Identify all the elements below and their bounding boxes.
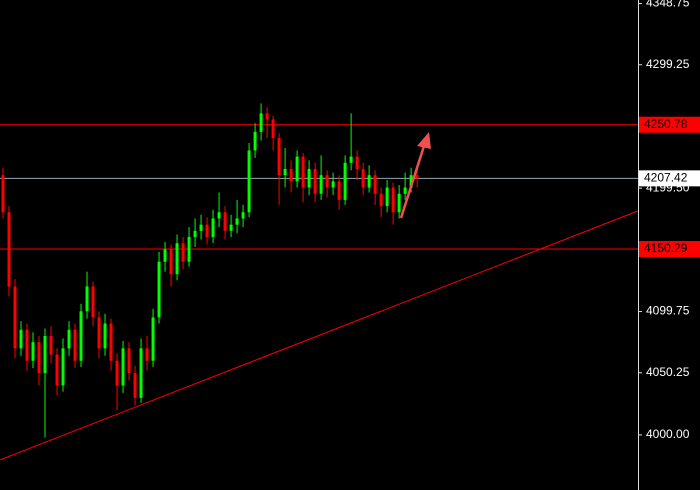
- candle-body: [31, 342, 35, 361]
- candle-body: [199, 224, 203, 231]
- candle-body: [13, 286, 17, 349]
- candle-body: [163, 249, 167, 262]
- candle-body: [325, 175, 329, 188]
- candle-body: [373, 175, 377, 194]
- candle-body: [259, 113, 263, 132]
- candle-body: [409, 175, 413, 188]
- candle-body: [271, 119, 275, 139]
- candle-body: [43, 335, 47, 374]
- arrow-head: [417, 132, 431, 149]
- candle-body: [169, 249, 173, 275]
- candle-body: [355, 156, 359, 169]
- candle-body: [19, 329, 23, 349]
- candle-body: [103, 323, 107, 349]
- candle-body: [415, 175, 419, 179]
- candle-body: [241, 212, 245, 219]
- candle-body: [265, 113, 269, 120]
- candle-body: [367, 175, 371, 188]
- candle-body: [289, 168, 293, 182]
- candle-body: [235, 218, 239, 225]
- candle-body: [247, 150, 251, 213]
- candle-body: [349, 156, 353, 163]
- candle-body: [37, 342, 41, 374]
- candle-body: [313, 168, 317, 194]
- candle-body: [295, 156, 299, 182]
- candle-body: [25, 329, 29, 361]
- candle-body: [223, 212, 227, 231]
- candle-body: [1, 175, 5, 213]
- candle-body: [73, 329, 77, 361]
- candle-body: [79, 311, 83, 361]
- candle-body: [157, 261, 161, 318]
- candle-body: [217, 212, 221, 219]
- candle-body: [145, 348, 149, 361]
- candle-body: [343, 162, 347, 200]
- candle-body: [283, 168, 287, 176]
- arrow-shaft: [399, 145, 426, 219]
- candle-body: [301, 156, 305, 188]
- candle-body: [109, 323, 113, 361]
- candle-body: [67, 329, 71, 349]
- candle-body: [379, 193, 383, 207]
- level-label: 4150.29: [644, 241, 688, 255]
- candle-body: [229, 224, 233, 231]
- candle-body: [361, 168, 365, 188]
- candle-body: [319, 175, 323, 194]
- candle-body: [115, 360, 119, 386]
- candle-body: [391, 187, 395, 213]
- candle-body: [181, 243, 185, 262]
- candle-body: [61, 348, 65, 386]
- candle-body: [331, 181, 335, 188]
- candle-body: [277, 138, 281, 176]
- candle-body: [403, 187, 407, 194]
- candle-body: [55, 354, 59, 386]
- candle-body: [253, 131, 257, 151]
- candle-body: [187, 237, 191, 262]
- arrow: [399, 132, 431, 219]
- level-label: 4250.78: [644, 117, 688, 131]
- candle-body: [205, 224, 209, 238]
- candle-body: [91, 286, 95, 318]
- level-label: 4207.42: [644, 171, 688, 185]
- candle-body: [121, 348, 125, 386]
- candle-body: [85, 286, 89, 312]
- candle-body: [211, 218, 215, 238]
- level-label-box: [639, 116, 700, 133]
- level-label-box: [639, 170, 700, 187]
- candle-body: [133, 373, 137, 398]
- level-label-box: [639, 241, 700, 258]
- y-tick-label: 4099.75: [646, 304, 690, 318]
- candle-body: [7, 212, 11, 287]
- candle-body: [97, 317, 101, 349]
- y-tick-label: 4299.25: [646, 57, 690, 71]
- y-tick-label: 4000.00: [646, 427, 690, 441]
- trendline: [0, 210, 639, 461]
- candle-body: [397, 193, 401, 213]
- candle-body: [337, 181, 341, 200]
- candle-body: [139, 348, 143, 398]
- candle-body: [49, 335, 53, 355]
- candle-body: [307, 168, 311, 188]
- candle-body: [151, 317, 155, 361]
- plot: 4000.004050.254099.754199.504299.254348.…: [0, 0, 700, 461]
- y-tick-label: 4348.75: [646, 0, 690, 10]
- candle-body: [175, 243, 179, 275]
- candle-body: [127, 348, 131, 374]
- y-tick-label: 4050.25: [646, 365, 690, 379]
- candle-body: [193, 230, 197, 238]
- candle-body: [385, 187, 389, 207]
